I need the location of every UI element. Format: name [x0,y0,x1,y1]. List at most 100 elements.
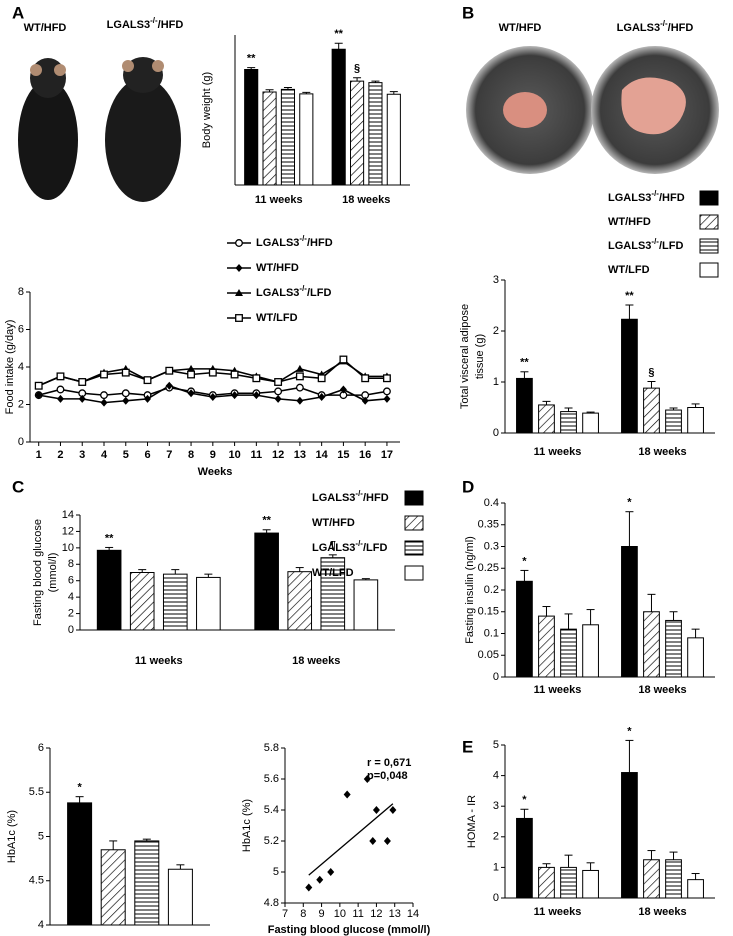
bar [582,412,599,434]
legend-label: LGALS3-/-/HFD [256,234,333,249]
photo-label: LGALS3-/-/HFD [107,16,184,31]
significance-label: ** [105,532,114,544]
x-tick-label: 17 [381,449,393,461]
marker [343,790,351,799]
x-tick-label: 3 [79,449,85,461]
x-tick-label: 11 [352,908,363,920]
trend-line [308,803,394,876]
y-tick-label: 4 [38,919,44,931]
panel-letter: B [462,3,474,22]
x-tick-label: 16 [359,449,371,461]
bar [516,817,533,899]
y-tick-label: 0.4 [484,497,499,509]
legend-swatch [699,262,719,278]
legend-label: WT/LFD [256,312,298,324]
significance-label: ** [520,357,529,369]
significance-label: ** [262,515,271,527]
bar [244,69,259,186]
y-tick-label: 0 [493,671,499,683]
marker [122,396,130,405]
bar [643,611,660,678]
marker [361,374,370,383]
y-tick-label: 4 [68,591,74,603]
y-tick-label: 4.5 [29,875,44,887]
legend-label: WT/LFD [312,567,354,579]
legend-marker [235,314,243,322]
y-tick-label: 0.2 [484,584,499,596]
legend-label: WT/HFD [256,262,299,274]
bar [162,573,188,631]
x-tick-label: 14 [407,908,419,920]
bar [560,866,577,899]
legend-swatch [699,238,719,254]
y-tick-label: 6 [38,742,44,754]
bar [538,404,555,434]
x-tick-label: 7 [282,908,288,920]
bar [353,579,379,631]
legend-swatch [699,214,719,230]
legend-label: WT/HFD [312,517,355,529]
y-axis-label: HbA1c (%) [241,799,253,852]
x-tick-label: 10 [334,908,346,920]
y-tick-label: 2 [18,398,24,410]
legend-marker [235,289,243,296]
y-axis-label: Fasting insulin (ng/ml) [464,536,476,644]
legend-marker [235,264,243,272]
y-axis-label: tissue (g) [474,334,486,379]
marker [382,374,391,383]
category-label: 18 weeks [638,446,686,458]
marker [252,391,260,400]
y-tick-label: 0.05 [478,649,499,661]
bar [665,409,682,434]
marker [144,394,152,403]
marker [383,837,391,845]
marker [56,385,65,394]
x-tick-label: 5 [123,449,129,461]
stat-label: p=0,048 [367,770,408,782]
stat-label: r = 0,671 [367,757,411,769]
x-tick-label: 13 [389,908,401,920]
significance-label: * [522,555,527,567]
y-tick-label: 6 [68,575,74,587]
y-tick-label: 5.6 [264,773,279,785]
bar [299,93,314,186]
x-tick-label: 2 [57,449,63,461]
marker [165,381,173,390]
marker [295,372,304,381]
marker [78,394,86,403]
y-tick-label: 0 [68,624,74,636]
bar [287,571,313,631]
photo-label: WT/HFD [499,22,542,34]
y-tick-label: 2 [493,325,499,337]
marker [369,837,377,845]
marker [187,364,196,372]
bar [516,580,533,678]
y-tick-label: 3 [493,800,499,812]
marker [143,376,152,385]
bar [665,619,682,678]
y-tick-label: 2 [493,831,499,843]
y-tick-label: 0 [493,892,499,904]
y-tick-label: 5.4 [264,804,279,816]
y-tick-label: 5 [493,739,499,751]
marker [165,366,174,375]
significance-label: * [627,725,632,737]
y-tick-label: 5 [273,866,279,878]
marker [187,389,195,398]
marker [78,378,87,386]
bar [582,869,599,899]
significance-label: ** [334,28,343,40]
y-tick-label: 0.35 [478,519,499,531]
dish-photos [466,46,719,174]
marker [372,806,380,814]
legend-swatch [699,190,719,206]
y-tick-label: 0 [493,427,499,439]
y-tick-label: 8 [18,286,24,298]
legend-swatch [404,540,424,556]
category-label: 11 weeks [534,446,582,458]
y-tick-label: 5 [38,830,44,842]
marker [296,396,304,405]
bar [687,407,704,434]
significance-label: ** [247,53,256,65]
category-label: 11 weeks [135,655,183,667]
